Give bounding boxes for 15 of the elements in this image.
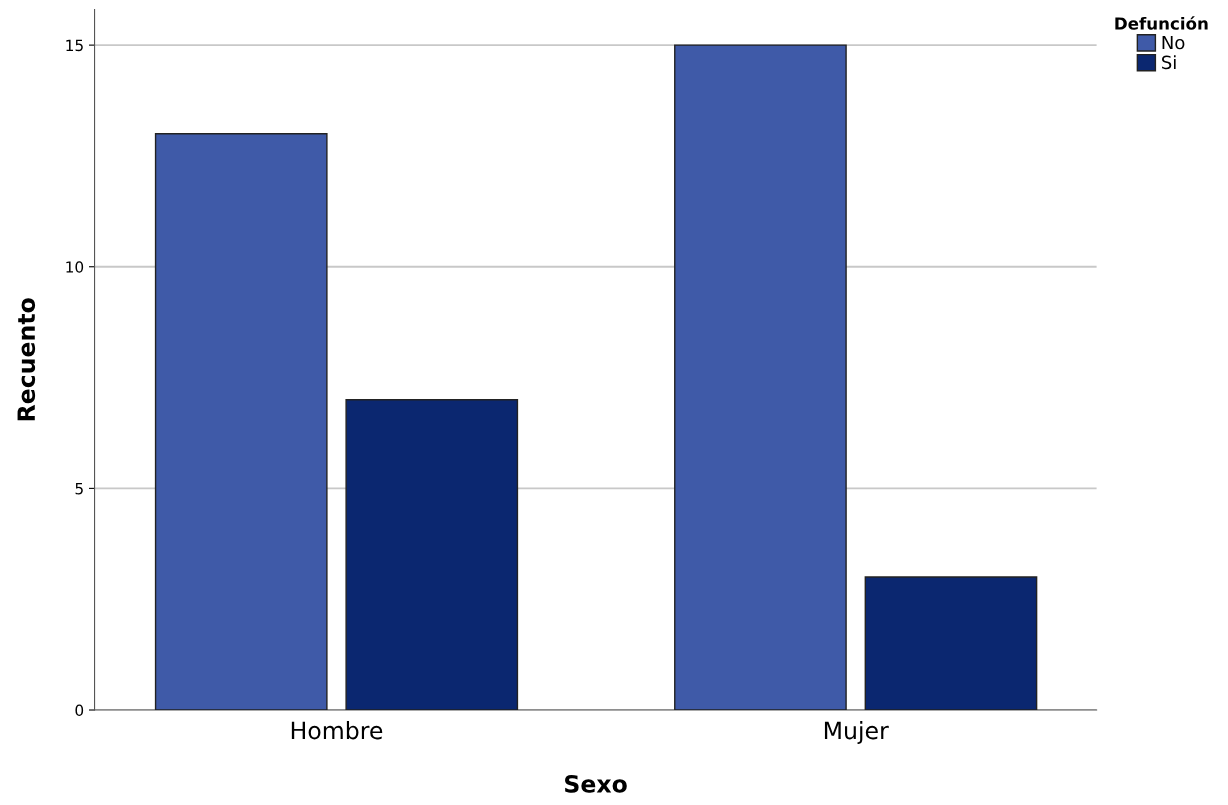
legend-label: No bbox=[1162, 35, 1185, 50]
x-tick-label: Hombre bbox=[291, 721, 383, 740]
y-axis-title: Recuento bbox=[17, 298, 36, 421]
x-tick-label: Mujer bbox=[824, 721, 889, 744]
bar bbox=[864, 576, 1038, 711]
bar bbox=[345, 399, 519, 711]
legend-title: Defunción bbox=[1115, 16, 1208, 30]
y-tick-label: 10 bbox=[66, 261, 84, 273]
x-axis-title: Sexo bbox=[565, 774, 627, 793]
bar bbox=[154, 133, 328, 711]
bar bbox=[674, 44, 847, 711]
y-tick-label: 5 bbox=[75, 483, 83, 495]
y-tick-label: 15 bbox=[66, 39, 83, 52]
legend-label: Si bbox=[1162, 55, 1176, 70]
y-tick-label: 0 bbox=[75, 704, 84, 717]
